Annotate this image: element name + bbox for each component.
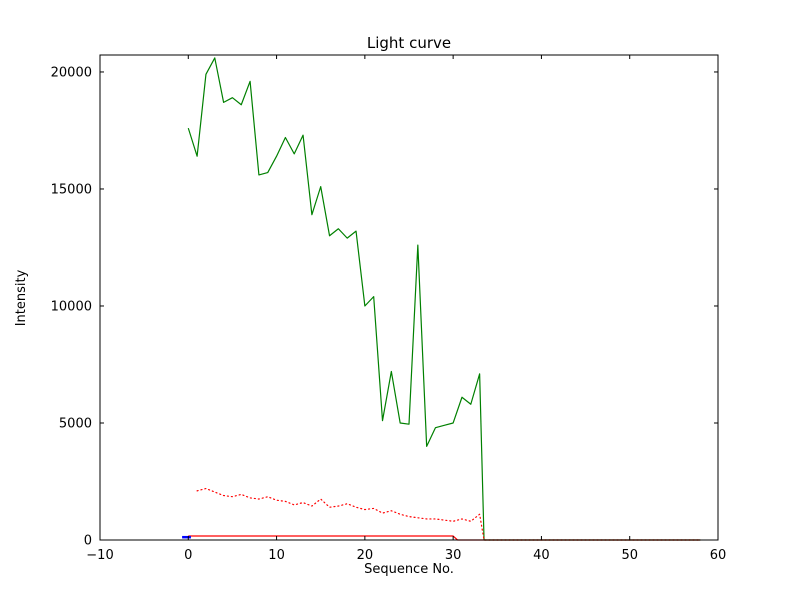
y-tick-label: 5000 <box>59 416 92 431</box>
y-tick-label: 10000 <box>51 299 92 314</box>
series-aperture-flux <box>187 57 701 541</box>
series-sky-background <box>196 487 701 541</box>
x-tick-label: 20 <box>357 548 374 563</box>
x-axis-label: Sequence No. <box>364 562 454 577</box>
x-tick-label: 40 <box>533 548 550 563</box>
y-tick-label: 0 <box>84 534 92 549</box>
x-tick-label: 60 <box>710 548 727 563</box>
y-tick-label: 20000 <box>51 65 92 80</box>
x-tick-label: −10 <box>86 548 113 563</box>
series-reference-level <box>188 535 701 541</box>
x-tick-label: 30 <box>445 548 462 563</box>
y-axis-label: Intensity <box>14 269 29 326</box>
chart-title: Light curve <box>367 34 451 52</box>
y-tick-label: 15000 <box>51 182 92 197</box>
axes-box <box>99 54 719 541</box>
x-tick-label: 10 <box>268 548 285 563</box>
x-tick-label: 0 <box>184 548 192 563</box>
x-tick-label: 50 <box>621 548 638 563</box>
